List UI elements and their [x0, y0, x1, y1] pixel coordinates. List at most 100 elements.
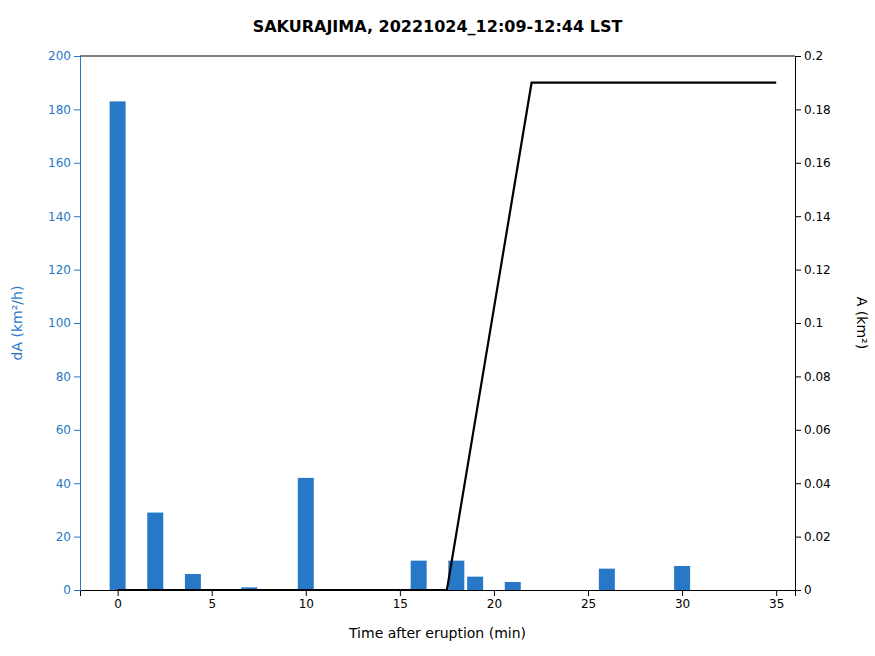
tick-label: 0.02: [804, 530, 831, 544]
bar: [599, 569, 615, 590]
tick: 80: [56, 370, 80, 384]
tick-mark: [212, 590, 213, 596]
bar: [298, 478, 314, 590]
tick: 0.12: [795, 263, 831, 277]
tick: 5: [208, 590, 216, 611]
axis-line: [81, 591, 796, 597]
tick: 0: [63, 583, 80, 597]
tick: 0: [795, 583, 812, 597]
tick: 30: [675, 590, 690, 611]
tick-label: 10: [299, 597, 314, 611]
x-axis: 0 5 10 15 20 25 30 35: [81, 590, 796, 611]
tick: 160: [48, 156, 80, 170]
tick-label: 0.12: [804, 263, 831, 277]
tick: 0.04: [795, 477, 831, 491]
tick: 100: [48, 316, 80, 330]
axis-line: [796, 57, 802, 591]
tick: 140: [48, 210, 80, 224]
tick-label: 0.06: [804, 423, 831, 437]
tick: 35: [769, 590, 784, 611]
tick: 20: [487, 590, 502, 611]
tick-mark: [795, 590, 801, 591]
tick-mark: [795, 376, 801, 377]
tick-mark: [588, 590, 589, 596]
tick-mark: [74, 323, 80, 324]
bar: [147, 513, 163, 590]
tick-mark: [494, 590, 495, 596]
tick-mark: [74, 430, 80, 431]
bar: [674, 566, 690, 590]
tick-mark: [74, 216, 80, 217]
tick-mark: [795, 483, 801, 484]
bar-series: [110, 101, 690, 590]
tick-label: 0.2: [804, 49, 823, 63]
tick-mark: [74, 56, 80, 57]
tick-label: 60: [56, 423, 71, 437]
bar: [185, 574, 201, 590]
tick: 0.06: [795, 423, 831, 437]
tick-label: 25: [581, 597, 596, 611]
tick-mark: [682, 590, 683, 596]
tick: 180: [48, 103, 80, 117]
tick-mark: [118, 590, 119, 596]
tick-label: 0.14: [804, 210, 831, 224]
tick-label: 0.08: [804, 370, 831, 384]
tick-label: 0.16: [804, 156, 831, 170]
tick: 0.16: [795, 156, 831, 170]
y-axis: 0 20 40 60 80 100 120 140 160 180 200: [48, 49, 80, 597]
y2-axis: 0 0.02 0.04 0.06 0.08 0.1 0.12 0.14 0.16 0.18 0.2: [795, 49, 831, 597]
y2-axis-title: A (km²): [854, 297, 870, 349]
tick-mark: [795, 270, 801, 271]
tick: 25: [581, 590, 596, 611]
tick-mark: [795, 537, 801, 538]
tick: 20: [56, 530, 80, 544]
tick-mark: [795, 56, 801, 57]
tick-mark: [795, 216, 801, 217]
bar: [411, 561, 427, 590]
marks: [110, 83, 777, 590]
tick-mark: [795, 163, 801, 164]
tick-label: 40: [56, 477, 71, 491]
tick-label: 0.1: [804, 316, 823, 330]
tick-label: 0.18: [804, 103, 831, 117]
tick: 0.14: [795, 210, 831, 224]
tick-label: 30: [675, 597, 690, 611]
tick-label: 0: [63, 583, 71, 597]
tick: 40: [56, 477, 80, 491]
tick-label: 80: [56, 370, 71, 384]
tick-mark: [74, 109, 80, 110]
tick-mark: [74, 537, 80, 538]
tick-label: 120: [48, 263, 71, 277]
frame: [80, 56, 795, 57]
tick: 0.18: [795, 103, 831, 117]
tick-mark: [74, 483, 80, 484]
tick-label: 180: [48, 103, 71, 117]
tick: 10: [299, 590, 314, 611]
tick: 0.08: [795, 370, 831, 384]
axis-line: [74, 57, 81, 591]
title: SAKURAJIMA, 20221024_12:09-12:44 LST: [253, 17, 623, 36]
tick: 200: [48, 49, 80, 63]
line: [118, 83, 777, 590]
tick-label: 160: [48, 156, 71, 170]
tick-mark: [74, 270, 80, 271]
bar: [524, 590, 540, 591]
chart: 0 5 10 15 20 25 30 35 0 20 40 60 80 100 120 140 160 180 20…: [0, 0, 875, 656]
tick: 0.1: [795, 316, 823, 330]
tick-label: 0: [114, 597, 122, 611]
tick: 120: [48, 263, 80, 277]
tick-mark: [74, 376, 80, 377]
tick-mark: [795, 430, 801, 431]
tick-label: 5: [208, 597, 216, 611]
tick-label: 20: [487, 597, 502, 611]
bar: [467, 577, 483, 590]
tick-label: 20: [56, 530, 71, 544]
tick: 15: [393, 590, 408, 611]
tick-mark: [400, 590, 401, 596]
tick: 0: [114, 590, 122, 611]
tick-mark: [795, 109, 801, 110]
plot: 0 5 10 15 20 25 30 35 0 20 40 60 80 100 120 140 160 180 20…: [48, 49, 831, 610]
tick-mark: [74, 163, 80, 164]
bar: [505, 582, 521, 590]
tick: 60: [56, 423, 80, 437]
